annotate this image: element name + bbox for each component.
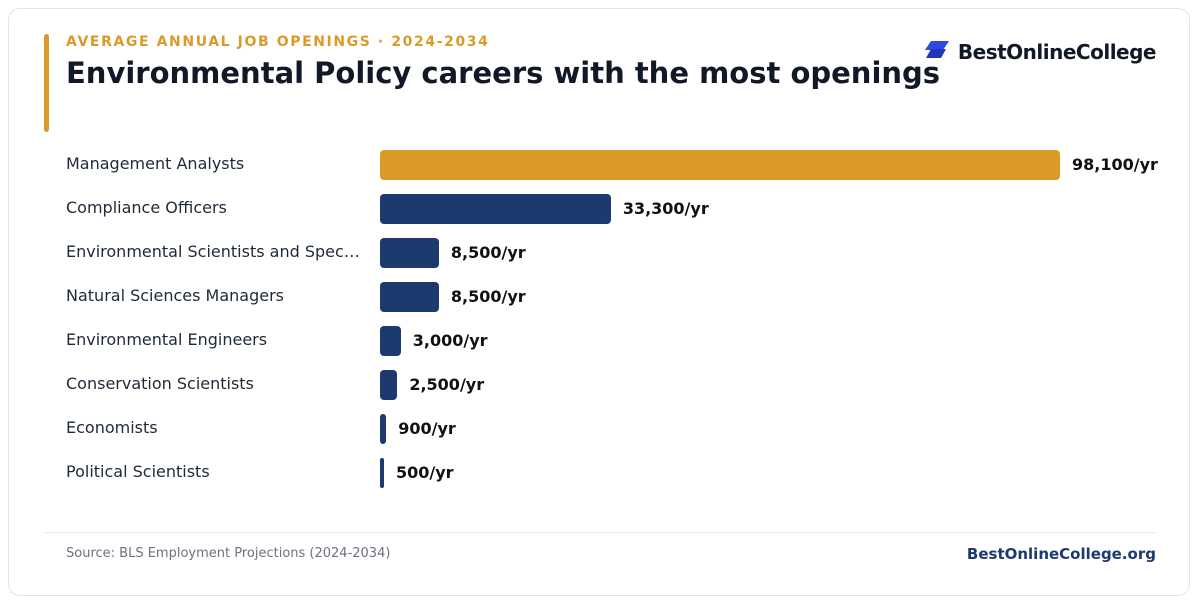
category-label: Compliance Officers — [66, 198, 227, 217]
bar — [380, 194, 611, 224]
chart-subtitle: AVERAGE ANNUAL JOB OPENINGS · 2024-2034 — [66, 34, 490, 50]
bar-row: Compliance Officers 33,300/yr — [0, 186, 1200, 230]
bar — [380, 458, 384, 488]
category-label: Management Analysts — [66, 154, 245, 173]
bar — [380, 282, 439, 312]
bar-value-label: 500/yr — [396, 463, 454, 482]
brand-name: BestOnlineCollege — [957, 40, 1157, 64]
bar-row: Environmental Engineers 3,000/yr — [0, 318, 1200, 362]
bar — [380, 370, 398, 400]
chart-title: Environmental Policy careers with the mo… — [66, 56, 941, 90]
category-label: Conservation Scientists — [66, 374, 254, 393]
bar-row: Management Analysts 98,100/yr — [0, 142, 1200, 186]
category-label: Economists — [66, 418, 158, 437]
bar-value-label: 33,300/yr — [622, 199, 709, 218]
bar-value-label: 2,500/yr — [409, 375, 485, 394]
bar-chart: Management Analysts 98,100/yr Compliance O… — [0, 142, 1200, 494]
bar — [380, 414, 387, 444]
bar-value-label: 98,100/yr — [1072, 155, 1158, 174]
brand-logo-icon — [924, 40, 950, 64]
bar — [380, 150, 1060, 180]
category-label: Natural Sciences Managers — [66, 286, 285, 305]
bar — [380, 326, 401, 356]
accent-bar — [44, 34, 49, 132]
category-label: Environmental Engineers — [66, 330, 268, 349]
bar-value-label: 8,500/yr — [450, 243, 526, 262]
bar-value-label: 900/yr — [398, 419, 456, 438]
chart-card — [8, 8, 1190, 596]
bar-row: Natural Sciences Managers 8,500/yr — [0, 274, 1200, 318]
bar-row: Conservation Scientists 2,500/yr — [0, 362, 1200, 406]
brand-logo[interactable]: BestOnlineCollege — [924, 40, 1157, 64]
bar — [380, 238, 439, 268]
site-link[interactable]: BestOnlineCollege.org — [966, 545, 1156, 563]
source-note: Source: BLS Employment Projections (2024… — [66, 546, 391, 561]
category-label: Environmental Scientists and Speciali... — [66, 242, 364, 261]
bar-row: Environmental Scientists and Speciali...… — [0, 230, 1200, 274]
bar-row: Economists 900/yr — [0, 406, 1200, 450]
bar-row: Political Scientists 500/yr — [0, 450, 1200, 494]
category-label: Political Scientists — [66, 462, 210, 481]
bar-value-label: 3,000/yr — [412, 331, 488, 350]
footer-divider — [44, 532, 1156, 533]
bar-value-label: 8,500/yr — [450, 287, 526, 306]
